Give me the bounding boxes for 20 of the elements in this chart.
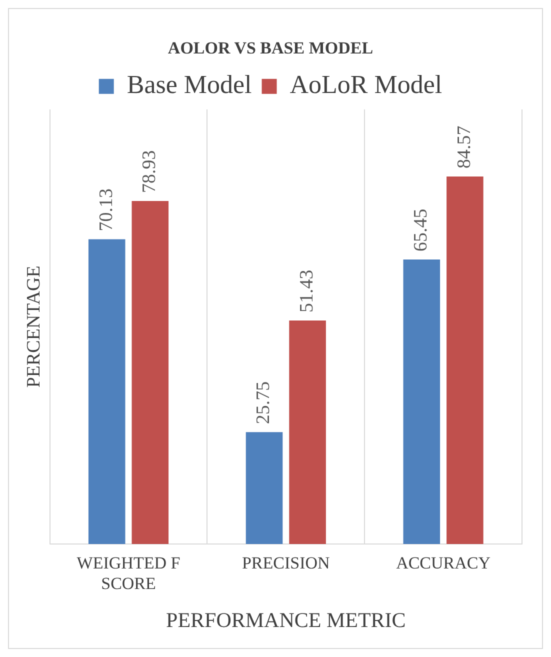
data-label: 65.45 [410,208,432,252]
x-tick-label: ACCURACY [396,554,491,573]
y-axis-title: PERCENTAGE [23,266,44,388]
bar [132,200,169,544]
x-axis-title: PERFORMANCE METRIC [166,608,406,632]
data-label: 70.13 [96,188,117,232]
x-tick-label: WEIGHTED F SCORE [76,554,180,594]
chart-title: AOLOR VS BASE MODEL [168,38,374,58]
data-label: 51.43 [296,270,318,312]
bar [88,239,126,544]
data-label: 78.93 [139,150,160,193]
legend-label: Base Model [126,70,252,100]
legend-label: AoLoR Model [290,70,442,100]
bar [403,260,440,544]
data-label: 25.75 [253,381,274,424]
bar [446,176,484,544]
x-tick-label: PRECISION [242,554,330,573]
data-label: 84.57 [454,126,475,168]
bar [289,320,326,544]
bar [246,432,283,544]
